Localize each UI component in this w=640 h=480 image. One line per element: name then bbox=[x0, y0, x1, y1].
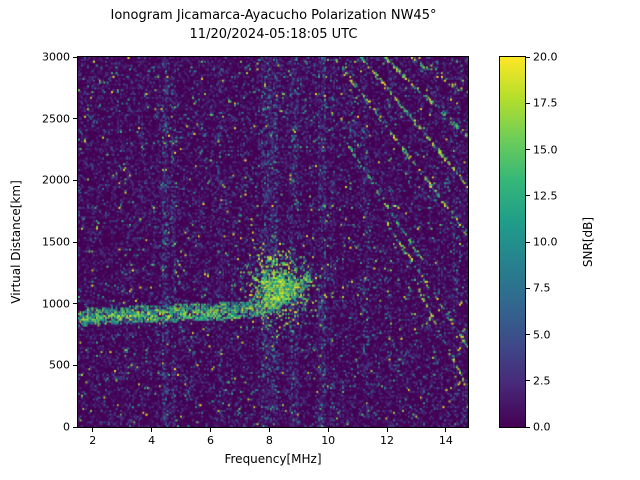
x-tick-mark bbox=[268, 428, 270, 432]
colorbar-tick-mark bbox=[526, 56, 530, 58]
x-tick-label: 2 bbox=[89, 434, 97, 447]
x-tick-label: 4 bbox=[148, 434, 156, 447]
y-tick-mark bbox=[73, 241, 77, 243]
colorbar-tick-mark bbox=[526, 149, 530, 150]
colorbar-gradient bbox=[499, 56, 526, 428]
x-tick-mark bbox=[445, 428, 447, 432]
x-tick-label: 10 bbox=[321, 434, 336, 447]
x-tick-mark bbox=[386, 428, 388, 432]
y-tick-label: 1500 bbox=[42, 235, 70, 249]
colorbar-tick-mark bbox=[526, 380, 530, 382]
colorbar-tick-label: 15.0 bbox=[533, 143, 558, 156]
y-tick-mark bbox=[73, 118, 77, 120]
plot-title: Ionogram Jicamarca-Ayacucho Polarization… bbox=[110, 8, 437, 23]
colorbar-tick-mark bbox=[526, 241, 530, 243]
colorbar-tick-mark bbox=[526, 287, 530, 289]
colorbar-tick-label: 5.0 bbox=[533, 328, 551, 341]
x-tick-mark bbox=[209, 428, 211, 432]
y-tick-label: 2500 bbox=[42, 112, 70, 126]
x-tick-mark bbox=[92, 428, 94, 432]
colorbar-label: SNR[dB] bbox=[581, 216, 595, 268]
colorbar-tick-label: 2.5 bbox=[533, 374, 551, 388]
colorbar-tick-mark bbox=[526, 195, 530, 197]
colorbar-tick-mark bbox=[526, 426, 530, 428]
y-tick-mark bbox=[73, 179, 77, 181]
colorbar-tick-label: 10.0 bbox=[533, 235, 558, 249]
x-tick-label: 6 bbox=[206, 434, 214, 447]
x-tick-mark bbox=[327, 428, 329, 432]
colorbar-tick-mark bbox=[526, 334, 530, 335]
x-tick-label: 8 bbox=[265, 434, 273, 447]
colorbar-tick-label: 20.0 bbox=[533, 50, 558, 64]
plot-subtitle: 11/20/2024-05:18:05 UTC bbox=[189, 27, 358, 42]
y-tick-label: 500 bbox=[49, 358, 70, 372]
x-axis-label: Frequency[MHz] bbox=[224, 452, 322, 466]
y-tick-label: 0 bbox=[63, 420, 70, 434]
x-tick-mark bbox=[151, 428, 153, 432]
y-tick-mark bbox=[73, 426, 77, 428]
colorbar-tick-label: 7.5 bbox=[533, 281, 551, 295]
colorbar-tick-label: 0.0 bbox=[533, 420, 551, 434]
y-tick-mark bbox=[73, 364, 77, 366]
y-tick-label: 1000 bbox=[42, 297, 70, 311]
colorbar-tick-mark bbox=[526, 102, 530, 104]
y-tick-label: 2000 bbox=[42, 173, 70, 187]
x-tick-label: 14 bbox=[438, 434, 453, 447]
y-tick-mark bbox=[73, 56, 77, 58]
y-tick-label: 3000 bbox=[42, 50, 70, 64]
colorbar-tick-label: 17.5 bbox=[533, 96, 558, 110]
x-tick-label: 12 bbox=[380, 434, 395, 447]
y-axis-label: Virtual Distance[km] bbox=[9, 180, 23, 304]
colorbar-tick-label: 12.5 bbox=[533, 189, 558, 203]
y-tick-mark bbox=[73, 303, 77, 305]
heatmap-canvas bbox=[77, 56, 469, 428]
